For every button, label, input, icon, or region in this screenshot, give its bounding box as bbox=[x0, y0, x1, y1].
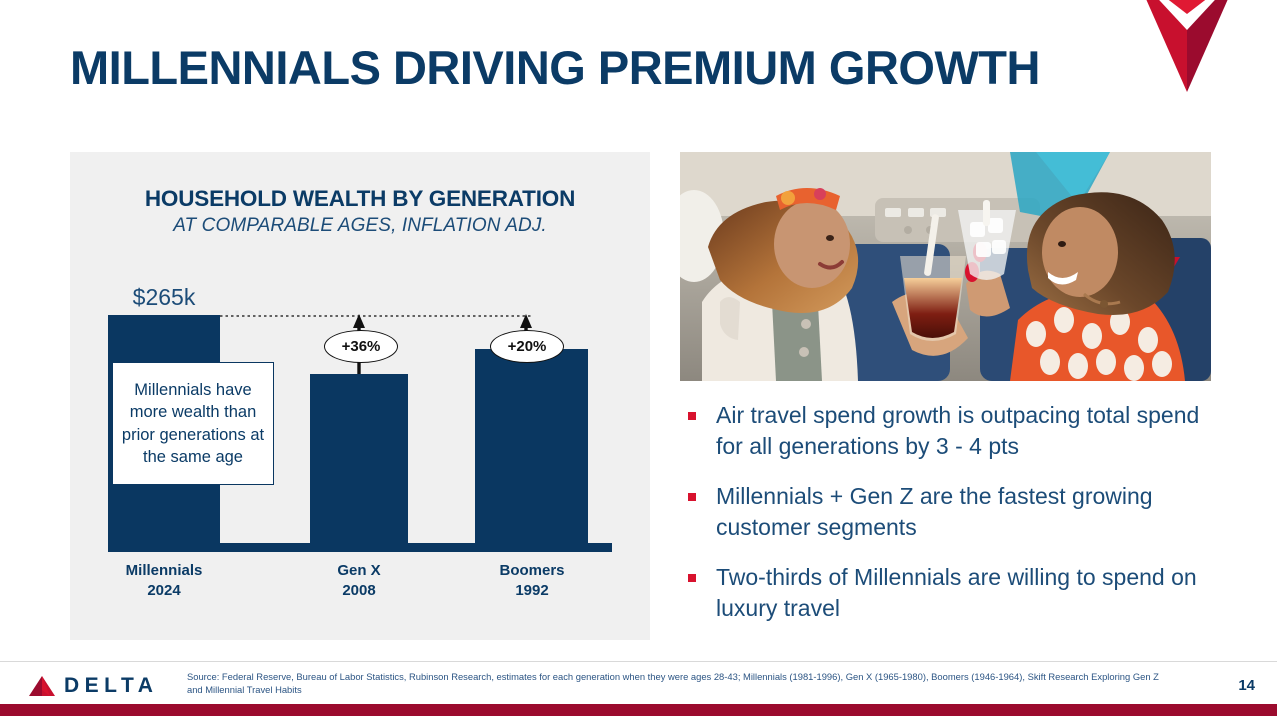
axis-label-gen-x: Gen X 2008 bbox=[298, 561, 420, 601]
chart-panel: HOUSEHOLD WEALTH BY GENERATION AT COMPAR… bbox=[70, 152, 650, 640]
bullet-item-3: Two-thirds of Millennials are willing to… bbox=[680, 562, 1220, 624]
page-title: MILLENNIALS DRIVING PREMIUM GROWTH bbox=[70, 41, 1040, 94]
axis-label-millennials: Millennials 2024 bbox=[100, 561, 228, 601]
page-number: 14 bbox=[1238, 677, 1255, 694]
bullet-item-1-text: Air travel spend growth is outpacing tot… bbox=[716, 402, 1200, 459]
axis-label-gen-x-name: Gen X bbox=[337, 562, 381, 579]
cabin-photo bbox=[680, 152, 1211, 381]
bar-chart: $265k +36% +20% Millennials have more we… bbox=[70, 152, 650, 640]
axis-label-millennials-name: Millennials bbox=[125, 562, 203, 579]
delta-wordmark: DELTA bbox=[64, 674, 159, 697]
bullet-item-2: Millennials + Gen Z are the fastest grow… bbox=[680, 481, 1220, 543]
bar-gen-x bbox=[310, 374, 408, 543]
source-note: Source: Federal Reserve, Bureau of Labor… bbox=[187, 671, 1159, 695]
growth-arrow-boomers-head bbox=[520, 314, 532, 328]
delta-widget-icon bbox=[1146, 0, 1228, 92]
bullet-item-2-text: Millennials + Gen Z are the fastest grow… bbox=[716, 483, 1153, 540]
axis-label-boomers-name: Boomers bbox=[499, 562, 565, 579]
growth-badge-gen-x: +36% bbox=[324, 330, 398, 363]
bullet-list: Air travel spend growth is outpacing tot… bbox=[680, 400, 1220, 643]
footer-divider bbox=[0, 661, 1277, 662]
bullet-item-1: Air travel spend growth is outpacing tot… bbox=[680, 400, 1220, 462]
axis-label-boomers: Boomers 1992 bbox=[468, 561, 596, 601]
delta-widget-logo bbox=[1135, 0, 1239, 92]
bullet-square-icon bbox=[688, 412, 696, 420]
axis-label-gen-x-year: 2008 bbox=[342, 582, 376, 599]
delta-triangle-icon bbox=[29, 676, 55, 696]
delta-logo: DELTA bbox=[28, 674, 158, 698]
chart-subtitle: AT COMPARABLE AGES, INFLATION ADJ. bbox=[173, 215, 547, 236]
axis-label-boomers-year: 1992 bbox=[515, 582, 549, 599]
axis-label-millennials-year: 2024 bbox=[147, 582, 181, 599]
growth-arrow-genx-head bbox=[353, 314, 365, 328]
bar-boomers bbox=[475, 349, 588, 543]
bullet-square-icon bbox=[688, 574, 696, 582]
axis-baseline bbox=[108, 543, 612, 552]
cabin-photo-illustration bbox=[680, 152, 1211, 381]
bullet-item-3-text: Two-thirds of Millennials are willing to… bbox=[716, 564, 1197, 621]
chart-callout: Millennials have more wealth than prior … bbox=[112, 362, 274, 485]
growth-badge-boomers: +20% bbox=[490, 330, 564, 363]
bullet-square-icon bbox=[688, 493, 696, 501]
footer-accent-bar bbox=[0, 704, 1277, 716]
chart-title: HOUSEHOLD WEALTH BY GENERATION bbox=[144, 186, 576, 211]
bar-value-label-millennials: $265k bbox=[132, 284, 196, 310]
